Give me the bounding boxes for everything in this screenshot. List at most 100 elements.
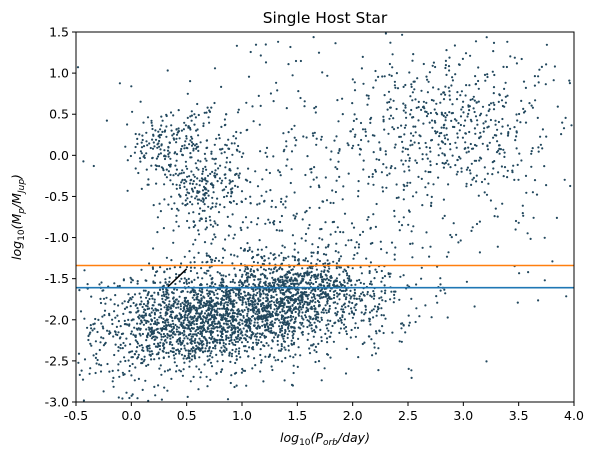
data-point <box>277 277 280 280</box>
data-point <box>127 318 130 321</box>
data-point <box>300 237 303 240</box>
data-point <box>254 288 257 291</box>
data-point <box>141 134 144 137</box>
data-point <box>167 203 170 206</box>
data-point <box>439 283 442 286</box>
data-point <box>315 137 318 140</box>
data-point <box>347 239 350 242</box>
data-point <box>130 281 133 284</box>
data-point <box>312 36 315 39</box>
data-point <box>281 278 284 281</box>
data-point <box>347 172 350 175</box>
data-point <box>215 309 218 312</box>
data-point <box>313 321 316 324</box>
data-point <box>201 261 204 264</box>
data-point <box>314 111 317 114</box>
data-point <box>112 376 115 379</box>
data-point <box>167 153 170 156</box>
data-point <box>402 85 405 88</box>
data-point <box>477 79 480 83</box>
data-point <box>151 266 154 269</box>
data-point <box>479 131 482 134</box>
data-point <box>324 246 327 249</box>
data-point <box>446 316 449 319</box>
data-point <box>248 246 251 249</box>
data-point <box>208 336 211 339</box>
data-point <box>186 395 189 398</box>
data-point <box>221 179 224 182</box>
data-point <box>284 312 287 315</box>
data-point <box>114 330 117 334</box>
data-point <box>454 141 457 144</box>
data-point <box>190 280 193 283</box>
data-point <box>292 273 295 276</box>
data-point <box>240 309 244 312</box>
data-point <box>377 308 380 311</box>
data-point <box>279 275 282 279</box>
data-point <box>140 146 144 149</box>
data-point <box>475 101 478 104</box>
data-point <box>164 293 168 296</box>
data-point <box>257 217 260 220</box>
data-point <box>117 369 120 372</box>
data-point <box>408 157 411 160</box>
data-point <box>145 364 148 367</box>
data-point <box>123 319 126 322</box>
data-point <box>134 132 137 136</box>
data-point <box>202 185 206 188</box>
data-point <box>152 335 155 339</box>
data-point <box>311 243 314 246</box>
data-point <box>319 293 322 296</box>
data-point <box>146 302 149 305</box>
data-point <box>310 255 313 258</box>
data-point <box>336 295 339 298</box>
data-point <box>380 290 383 293</box>
data-point <box>386 174 389 177</box>
data-point <box>333 139 336 142</box>
data-point <box>361 230 365 233</box>
data-point <box>247 167 250 170</box>
data-point <box>315 263 318 266</box>
data-point <box>481 142 484 145</box>
data-point <box>414 125 417 128</box>
data-point <box>372 316 375 319</box>
data-point <box>183 347 186 350</box>
data-point <box>208 292 211 295</box>
data-point <box>181 301 184 304</box>
data-point <box>223 195 226 199</box>
data-point <box>289 306 292 309</box>
data-point <box>186 316 189 319</box>
data-point <box>255 343 258 346</box>
data-point <box>208 215 211 218</box>
data-point <box>192 294 195 297</box>
data-point <box>214 283 217 286</box>
data-point <box>477 194 480 197</box>
data-point <box>98 283 101 286</box>
data-point <box>141 138 144 142</box>
data-point <box>374 79 377 82</box>
data-point <box>372 290 375 293</box>
data-point <box>126 159 129 162</box>
data-point <box>411 195 415 198</box>
data-point <box>114 343 117 346</box>
data-point <box>288 301 291 304</box>
data-point <box>513 178 516 181</box>
data-point <box>130 319 133 322</box>
data-point <box>350 295 353 298</box>
data-point <box>254 312 257 315</box>
data-point <box>337 320 340 323</box>
data-point <box>352 312 356 315</box>
data-point <box>247 298 250 301</box>
data-point <box>87 338 90 342</box>
data-point <box>270 205 273 208</box>
y-axis-label-p: p <box>17 208 27 215</box>
data-point <box>417 106 420 109</box>
data-point <box>296 365 299 368</box>
data-point <box>492 108 496 111</box>
data-point <box>215 202 218 205</box>
data-point <box>478 251 481 254</box>
data-point <box>355 117 358 121</box>
data-point <box>299 59 302 63</box>
data-point <box>279 321 282 324</box>
data-point <box>196 128 199 131</box>
